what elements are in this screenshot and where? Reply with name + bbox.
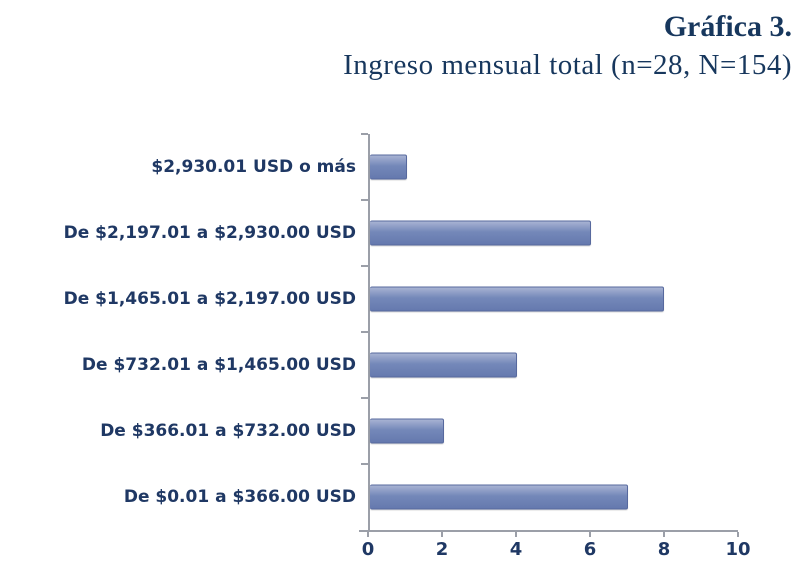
- bar: [370, 220, 591, 246]
- bar: [370, 418, 444, 444]
- y-axis-tick: [361, 463, 368, 465]
- chart-row: De $0.01 a $366.00 USD: [0, 463, 794, 530]
- category-label: De $2,197.01 a $2,930.00 USD: [63, 223, 356, 243]
- x-axis-tick-label: 2: [435, 539, 449, 560]
- x-axis-tick-label: 6: [583, 539, 597, 560]
- y-axis-tick: [361, 265, 368, 267]
- y-axis-tick: [361, 397, 368, 399]
- category-label: $2,930.01 USD o más: [151, 157, 356, 177]
- x-axis-tick-label: 10: [725, 539, 751, 560]
- bar: [370, 484, 628, 510]
- x-axis-tick: [441, 532, 443, 537]
- bar: [370, 286, 665, 312]
- x-axis-tick: [663, 532, 665, 537]
- bar-track: [361, 133, 738, 200]
- x-axis-tick: [737, 532, 739, 537]
- x-axis: 0 2 4 6 8 10: [0, 530, 794, 564]
- chart-row: De $1,465.01 a $2,197.00 USD: [0, 265, 794, 332]
- x-axis-tick-label: 0: [361, 539, 375, 560]
- chart-title-block: Gráfica 3. Ingreso mensual total (n=28, …: [0, 0, 794, 84]
- chart-rows: $2,930.01 USD o más De $2,197.01 a $2,930…: [0, 133, 794, 530]
- x-axis-tick-label: 8: [657, 539, 671, 560]
- chart-row: De $732.01 a $1,465.00 USD: [0, 331, 794, 398]
- chart-subtitle: Ingreso mensual total (n=28, N=154): [343, 49, 792, 81]
- bar-track: [361, 265, 738, 332]
- category-label: De $1,465.01 a $2,197.00 USD: [63, 289, 356, 309]
- x-axis-tick: [589, 532, 591, 537]
- x-axis-spacer: [0, 530, 368, 564]
- x-axis-line: [359, 530, 738, 532]
- y-axis-tick: [361, 331, 368, 333]
- chart-title: Gráfica 3.: [663, 10, 792, 43]
- bar: [370, 154, 407, 180]
- chart-row: De $2,197.01 a $2,930.00 USD: [0, 199, 794, 266]
- bar-track: [361, 397, 738, 464]
- category-label: De $0.01 a $366.00 USD: [123, 487, 356, 507]
- bar-chart: $2,930.01 USD o más De $2,197.01 a $2,930…: [0, 133, 794, 564]
- chart-row: De $366.01 a $732.00 USD: [0, 397, 794, 464]
- category-label: De $366.01 a $732.00 USD: [100, 421, 356, 441]
- bar-track: [361, 463, 738, 530]
- bar: [370, 352, 518, 378]
- bar-track: [361, 199, 738, 266]
- x-axis-tick-label: 4: [509, 539, 523, 560]
- x-axis-tick: [367, 532, 369, 537]
- y-axis-tick: [361, 199, 368, 201]
- bar-track: [361, 331, 738, 398]
- x-axis-tick: [515, 532, 517, 537]
- x-axis-track: 0 2 4 6 8 10: [359, 530, 751, 564]
- chart-row: $2,930.01 USD o más: [0, 133, 794, 200]
- y-axis-tick: [361, 133, 368, 135]
- category-label: De $732.01 a $1,465.00 USD: [81, 355, 356, 375]
